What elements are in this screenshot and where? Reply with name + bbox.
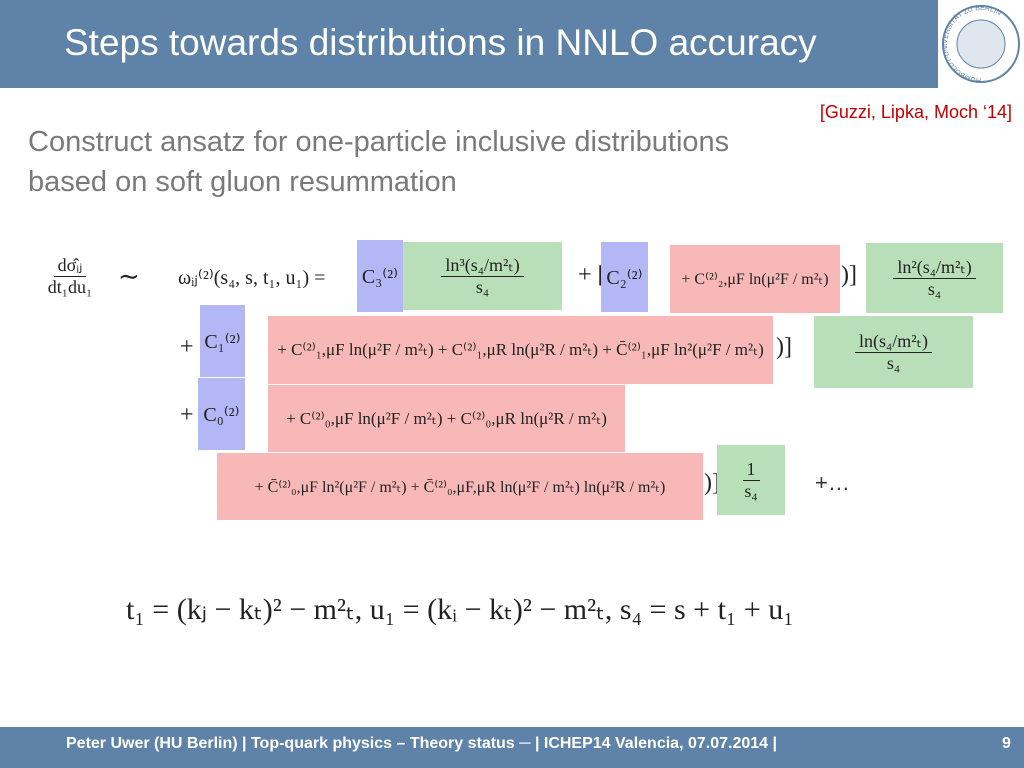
fraction-num: ln³(s₄/m²ₜ) (441, 255, 524, 277)
coef-box: C₀⁽²⁾ (198, 378, 245, 450)
scale-box: + C⁽²⁾₁,μF ln(μ²F / m²ₜ) + C⁽²⁾₁,μR ln(μ… (268, 316, 773, 384)
fraction-num: dσ̂ᵢⱼ (53, 255, 87, 277)
fraction-den: s₄ (927, 278, 942, 299)
body-line: Construct ansatz for one-particle inclus… (28, 126, 730, 158)
continuation: +… (815, 470, 850, 495)
fraction-num: ln²(s₄/m²ₜ) (893, 257, 976, 279)
log-box: 1 s₄ (717, 445, 785, 515)
definitions: t₁ = (kⱼ − kₜ)² − m²ₜ, u₁ = (kᵢ − kₜ)² −… (126, 593, 794, 626)
log-box: ln³(s₄/m²ₜ) s₄ (403, 242, 562, 310)
bracket: )] (776, 334, 792, 360)
footer-text: Peter Uwer (HU Berlin) | Top-quark physi… (66, 735, 777, 752)
slide-title: Steps towards distributions in NNLO accu… (64, 22, 817, 63)
page-number: 9 (1002, 735, 1011, 752)
fraction-num: ln(s₄/m²ₜ) (855, 331, 932, 353)
scale-box: + C̄⁽²⁾₀,μF ln²(μ²F / m²ₜ) + C̄⁽²⁾₀,μF,μ… (217, 453, 703, 520)
footer-bar (0, 727, 1024, 768)
scale-box: + C⁽²⁾₂,μF ln(μ²F / m²ₜ) (670, 245, 840, 313)
coef-box: C₁⁽²⁾ (200, 305, 245, 377)
bracket: + [ (578, 262, 606, 288)
scale-box: + C⁽²⁾₀,μF ln(μ²F / m²ₜ) + C⁽²⁾₀,μR ln(μ… (268, 385, 625, 452)
log-box: ln(s₄/m²ₜ) s₄ (814, 316, 973, 388)
fraction-den: s₄ (886, 352, 901, 373)
fraction-den: dt₁du₁ (47, 276, 93, 297)
fraction-den: s₄ (744, 480, 758, 501)
bracket: )] (841, 262, 857, 288)
omega: ωᵢⱼ⁽²⁾(s₄, s, t₁, u₁) = (178, 267, 326, 289)
coef-box: C₃⁽²⁾ (357, 240, 403, 312)
bracket: )] (704, 470, 720, 496)
sim: ∼ (118, 262, 140, 291)
citation: [Guzzi, Lipka, Moch ‘14] (819, 102, 1012, 122)
coef-box: C₂⁽²⁾ (601, 242, 648, 312)
logo: HUMBOLDT-UNIVERSITÄT ZU BERLIN (938, 0, 1024, 88)
body-line: based on soft gluon resummation (28, 166, 457, 198)
log-box: ln²(s₄/m²ₜ) s₄ (866, 243, 1003, 313)
lhs-fraction: dσ̂ᵢⱼ dt₁du₁ (30, 248, 110, 304)
header-bar (0, 0, 1024, 88)
fraction-den: s₄ (475, 276, 490, 297)
fraction-num: 1 (742, 459, 760, 481)
